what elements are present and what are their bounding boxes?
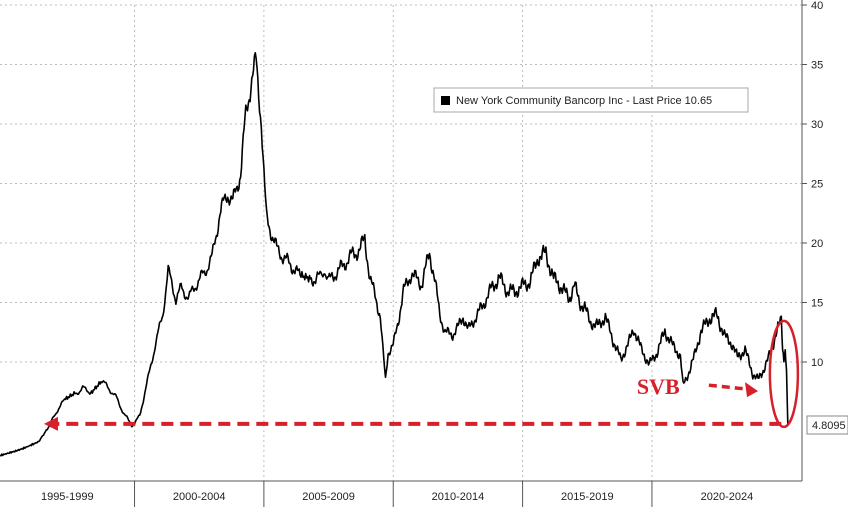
svb-arrow-line xyxy=(708,383,749,391)
legend-box xyxy=(433,87,749,113)
legend-swatch xyxy=(441,96,450,105)
highlight-ellipse xyxy=(768,319,800,429)
y-tick-label: 15 xyxy=(811,298,823,310)
x-tick-label: 1995-1999 xyxy=(41,491,94,503)
x-axis: 1995-1999 2000-2004 2005-2009 2010-2014 2015… xyxy=(0,480,802,507)
legend-label: New York Community Bancorp Inc - Last Pr… xyxy=(456,95,712,107)
support-arrowhead xyxy=(43,416,58,431)
y-tick-label: 30 xyxy=(811,119,823,131)
x-tick-label: 2015-2019 xyxy=(561,491,614,503)
last-value-marker: 4.8095 xyxy=(806,415,848,435)
x-tick-label: 2020-2024 xyxy=(701,491,754,503)
y-tick-label: 40 xyxy=(811,0,823,12)
legend: New York Community Bancorp Inc - Last Pr… xyxy=(433,87,749,113)
y-tick-label: 10 xyxy=(811,357,823,369)
annotations: SVB xyxy=(43,319,800,431)
price-series xyxy=(0,52,790,457)
x-tick-label: 2000-2004 xyxy=(173,491,226,503)
last-value-box xyxy=(806,415,848,435)
y-tick-label: 25 xyxy=(811,179,823,191)
svb-arrowhead xyxy=(745,382,759,398)
y-axis: 10 15 20 25 30 35 40 xyxy=(801,0,823,481)
x-tick-label: 2005-2009 xyxy=(302,491,355,503)
y-tick-label: 35 xyxy=(811,60,823,72)
svb-label: SVB xyxy=(637,374,680,399)
gridlines xyxy=(0,4,802,481)
y-tick-label: 20 xyxy=(811,238,823,250)
x-tick-label: 2010-2014 xyxy=(432,491,485,503)
price-line xyxy=(0,52,790,457)
last-value-label: 4.8095 xyxy=(812,420,846,432)
